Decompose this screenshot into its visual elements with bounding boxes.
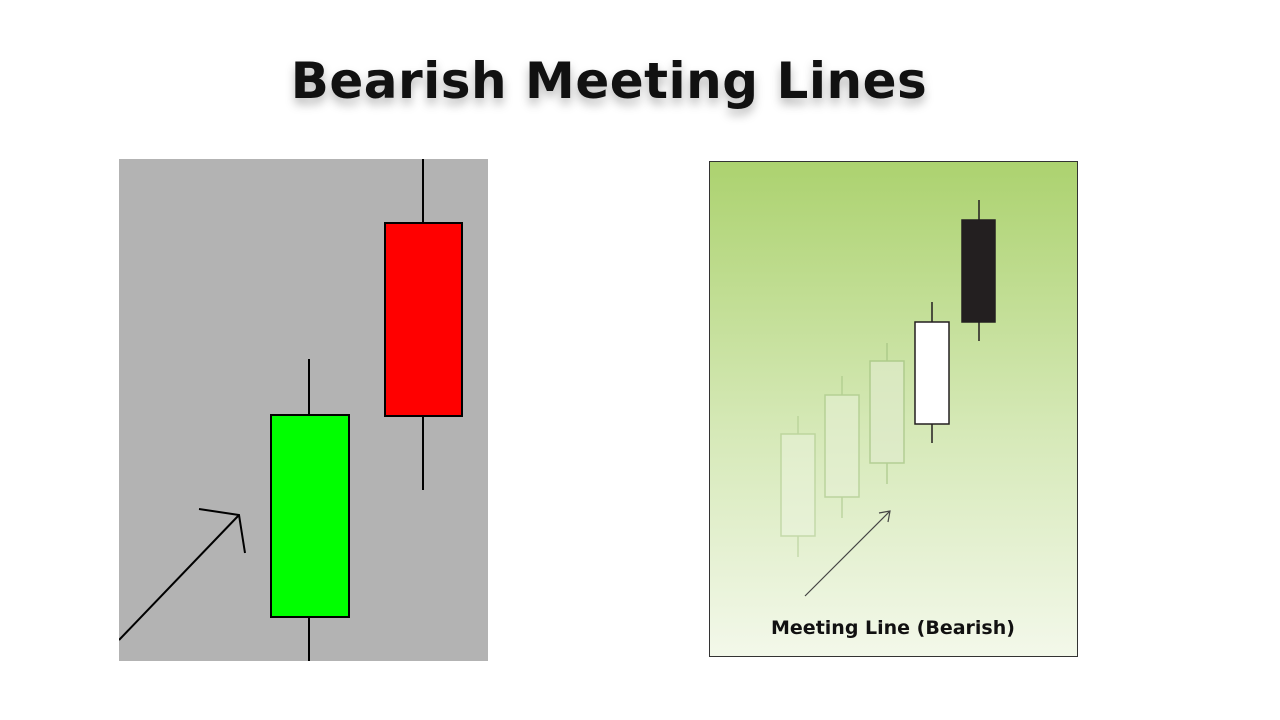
faded-candle-3: [869, 343, 905, 484]
uptrend-arrow-head: [198, 508, 246, 554]
trend-arrow: [804, 510, 891, 597]
diagram-caption: Meeting Line (Bearish): [771, 617, 1015, 639]
black-candle-body: [961, 219, 996, 323]
bearish-candle-red: [384, 159, 463, 490]
left-candlestick-diagram: [119, 159, 488, 661]
left-diagram-svg: [119, 159, 488, 661]
trend-arrow-shaft: [804, 510, 891, 597]
red-candle-body: [384, 222, 463, 417]
right-candlestick-diagram: Meeting Line (Bearish): [709, 161, 1078, 657]
white-bullish-candle: [914, 302, 950, 443]
trend-arrow-head: [878, 510, 891, 523]
faded-candle-2: [824, 376, 860, 518]
white-candle-body: [914, 321, 950, 425]
right-diagram-svg: Meeting Line (Bearish): [709, 161, 1078, 657]
uptrend-arrow: [119, 508, 246, 641]
green-candle-body: [270, 414, 350, 618]
faded-candle-1: [780, 416, 816, 557]
black-bearish-candle: [961, 200, 996, 341]
bullish-candle-green: [270, 359, 350, 661]
page-title: Bearish Meeting Lines: [290, 52, 928, 110]
uptrend-arrow-shaft: [119, 514, 240, 641]
